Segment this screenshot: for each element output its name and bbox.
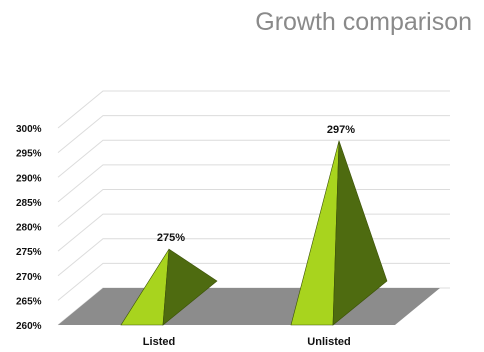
y-tick-label: 290%	[16, 173, 42, 184]
y-tick-label: 300%	[16, 124, 42, 135]
pyramid-bar-unlisted	[290, 140, 388, 326]
y-tick-label: 295%	[16, 149, 42, 160]
gridline	[57, 238, 450, 277]
gridline	[57, 139, 450, 178]
gridline	[57, 115, 450, 154]
pyramid-bar-listed	[120, 248, 218, 326]
gridline	[57, 90, 450, 129]
data-label: 275%	[157, 232, 185, 244]
data-label: 297%	[327, 124, 355, 136]
pyramid-face-front	[290, 140, 340, 326]
pyramid-face-side	[162, 248, 218, 326]
y-tick-label: 260%	[16, 321, 42, 332]
y-tick-label: 280%	[16, 223, 42, 234]
pyramid-face-front	[120, 248, 170, 326]
y-tick-label: 270%	[16, 272, 42, 283]
gridline	[57, 189, 450, 227]
gridline	[57, 164, 450, 203]
y-tick-label: 265%	[16, 296, 42, 307]
category-label: Unlisted	[307, 336, 350, 348]
y-tick-label: 275%	[16, 247, 42, 258]
chart-floor	[58, 288, 440, 325]
y-tick-label: 285%	[16, 198, 42, 209]
gridline	[57, 213, 450, 252]
pyramid-face-side	[332, 140, 388, 326]
category-label: Listed	[143, 336, 175, 348]
chart-title: Growth comparison	[255, 8, 472, 36]
